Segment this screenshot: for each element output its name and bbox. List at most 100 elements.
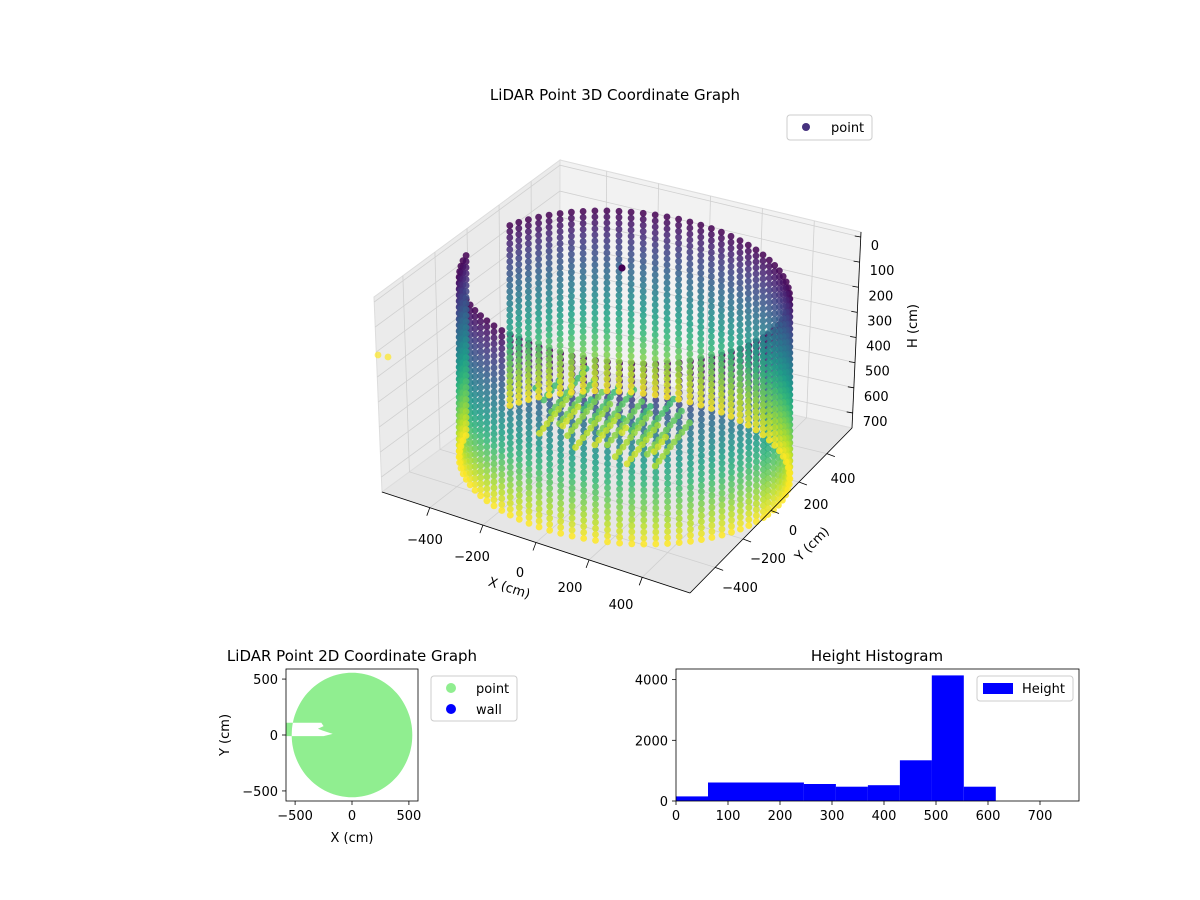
lidar-point <box>483 341 491 349</box>
lidar-point <box>462 408 470 415</box>
lidar-point <box>615 321 623 329</box>
lidar-point <box>727 388 735 396</box>
legend-3d-marker <box>802 123 810 131</box>
lidar-point <box>498 423 506 430</box>
lidar-point <box>744 241 752 249</box>
lidar-point <box>708 444 716 451</box>
lidar-point <box>604 460 611 468</box>
lidar-point <box>675 305 682 313</box>
lidar-point <box>727 364 735 372</box>
lidar-point <box>727 394 735 402</box>
lidar-point <box>628 492 636 500</box>
lidar-point <box>771 322 779 329</box>
lidar-point <box>568 328 575 336</box>
chart-histogram: Height Histogram 0 100 200 300 400 500 600 7000… <box>635 647 1080 824</box>
lidar-point <box>718 360 725 368</box>
lidar-point <box>628 498 636 506</box>
lidar-point <box>568 364 575 372</box>
lidar-point <box>515 449 523 457</box>
lidar-point <box>535 381 542 389</box>
lidar-point <box>753 470 760 478</box>
lidar-point <box>498 345 506 352</box>
lidar-point <box>745 456 753 463</box>
lidar-point <box>525 252 532 259</box>
lidar-point <box>753 464 760 472</box>
lidar-point <box>728 438 735 446</box>
z-tick <box>850 336 857 338</box>
lidar-point <box>718 306 725 314</box>
lidar-point <box>535 475 543 483</box>
lidar-point <box>650 448 658 455</box>
lidar-point <box>506 475 514 483</box>
lidar-point <box>592 489 599 496</box>
lidar-point <box>457 464 465 472</box>
lidar-point <box>587 424 595 432</box>
lidar-point <box>515 278 523 286</box>
lidar-point <box>506 270 514 277</box>
lidar-point <box>752 366 760 374</box>
lidar-point <box>718 525 726 533</box>
lidar-point <box>752 252 760 260</box>
lidar-point <box>545 343 553 351</box>
lidar-point <box>697 353 705 361</box>
lidar-point <box>462 420 470 427</box>
lidar-point <box>615 303 623 311</box>
lidar-point <box>477 438 484 446</box>
lidar-point <box>525 288 532 295</box>
lidar-point <box>765 322 773 330</box>
x-tick <box>638 577 643 586</box>
lidar-point <box>616 395 623 403</box>
lidar-point <box>736 255 744 262</box>
lidar-point <box>556 246 564 253</box>
lidar-point <box>718 396 725 404</box>
lidar-point <box>639 335 647 343</box>
lidar-point <box>626 412 634 420</box>
lidar-point <box>771 370 779 377</box>
y-tick-label: −400 <box>722 581 758 596</box>
lidar-point <box>579 358 587 365</box>
lidar-point <box>663 231 671 239</box>
lidar-point <box>728 474 735 482</box>
lidar-point <box>759 317 767 325</box>
lidar-point <box>557 482 565 489</box>
lidar-point <box>525 495 533 503</box>
lidar-point <box>667 443 674 451</box>
lidar-point <box>568 262 575 270</box>
lidar-point <box>568 322 575 330</box>
lidar-point <box>490 496 498 504</box>
lidar-point <box>618 400 626 408</box>
lidar-point <box>498 387 506 394</box>
lidar-point <box>652 528 660 536</box>
lidar-point <box>628 540 636 548</box>
lidar-point <box>525 246 532 254</box>
lidar-point <box>477 474 484 482</box>
lidar-point <box>640 498 648 506</box>
lidar-point <box>640 510 648 518</box>
lidar-point <box>708 363 715 370</box>
lidar-point <box>579 250 587 257</box>
lidar-point <box>697 335 705 343</box>
lidar-point <box>727 262 735 270</box>
lidar-point <box>663 225 671 233</box>
lidar-point <box>698 500 705 507</box>
lidar-point <box>471 487 479 494</box>
lidar-point <box>506 366 514 373</box>
lidar-point <box>603 321 611 329</box>
lidar-point <box>615 381 623 389</box>
lidar-point <box>737 429 744 437</box>
lidar-point <box>525 507 533 515</box>
lidar-point <box>591 291 599 299</box>
lidar-point <box>698 452 705 459</box>
lidar-point <box>627 298 635 306</box>
lidar-point <box>579 280 587 287</box>
lidar-point <box>664 516 671 523</box>
lidar-point <box>557 440 565 447</box>
lidar-point <box>556 336 564 343</box>
lidar-point <box>490 454 498 462</box>
lidar-point <box>506 402 514 409</box>
lidar-point <box>568 370 575 378</box>
histogram-bar <box>771 782 804 801</box>
z-tick-label: 400 <box>866 340 891 355</box>
lidar-point <box>628 474 636 482</box>
lidar-point <box>652 408 660 416</box>
